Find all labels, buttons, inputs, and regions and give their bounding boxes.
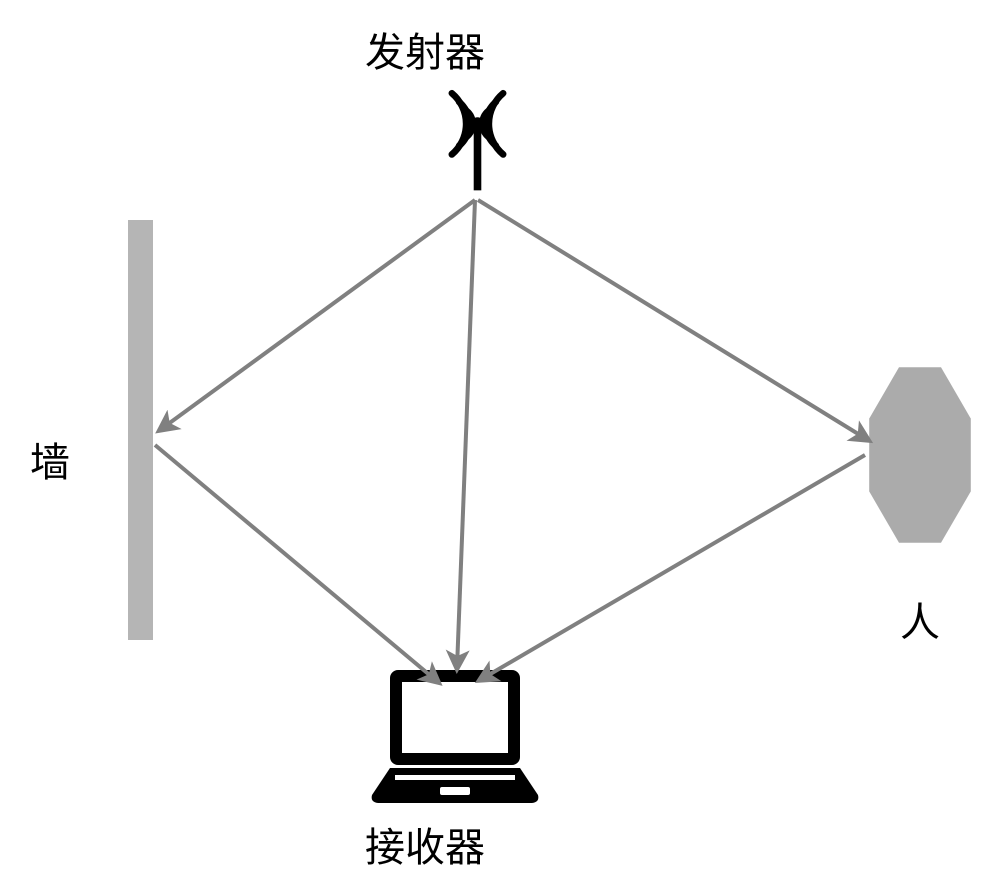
person-shape [863, 358, 977, 552]
wall-shape [128, 220, 153, 640]
receiver-label: 接收器 [365, 815, 485, 873]
antenna-icon [430, 85, 525, 195]
transmitter-label: 发射器 [365, 20, 485, 78]
wall-label: 墙 [30, 430, 70, 488]
laptop-icon [370, 665, 540, 805]
person-label: 人 [900, 590, 940, 648]
diagram-canvas: 发射器 墙 人 接收器 [0, 0, 1000, 875]
